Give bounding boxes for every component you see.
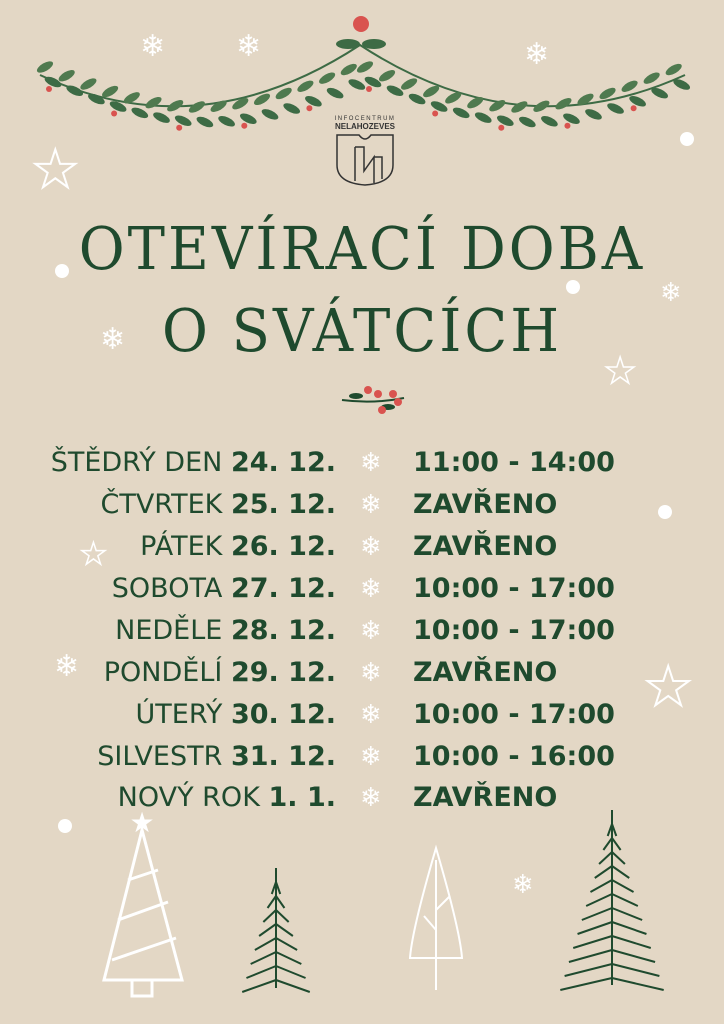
- date: 25. 12.: [230, 489, 336, 520]
- tree-star-icon: ★: [129, 806, 154, 839]
- opening-hours: ZAVŘENO: [413, 531, 558, 562]
- date: 24. 12.: [230, 447, 336, 478]
- star-icon: ★: [603, 351, 637, 392]
- berry-sprig-icon: [341, 386, 405, 414]
- day-label: ÚTERÝ 30. 12.: [136, 695, 337, 735]
- snowflake-icon: ❄: [660, 278, 682, 308]
- schedule-row: NOVÝ ROK 1. 1. ❄ ZAVŘENO: [0, 778, 724, 818]
- opening-hours: 11:00 - 14:00: [413, 447, 615, 478]
- snowflake-icon: ❄: [236, 29, 262, 64]
- schedule-row: SILVESTR 31. 12. ❄ 10:00 - 16:00: [0, 737, 724, 777]
- date: 26. 12.: [230, 531, 336, 562]
- schedule-row: NEDĚLE 28. 12. ❄ 10:00 - 17:00: [0, 611, 724, 651]
- schedule-row: ŠTĚDRÝ DEN 24. 12. ❄ 11:00 - 14:00: [0, 443, 724, 483]
- day-label: PÁTEK 26. 12.: [140, 527, 336, 567]
- title-line-1: OTEVÍRACÍ DOBA: [78, 215, 646, 284]
- day-name: PÁTEK: [140, 531, 223, 562]
- opening-hours: 10:00 - 17:00: [413, 615, 615, 646]
- day-name: PONDĚLÍ: [103, 657, 223, 688]
- snowflake-icon: ❄: [524, 37, 550, 72]
- snowflake-icon: ❄: [360, 490, 382, 520]
- schedule-row: PÁTEK 26. 12. ❄ ZAVŘENO: [0, 527, 724, 567]
- opening-hours: 10:00 - 16:00: [413, 741, 615, 772]
- date: 1. 1.: [268, 782, 337, 813]
- snowflake-icon: ❄: [100, 322, 126, 357]
- day-name: ČTVRTEK: [100, 489, 223, 520]
- opening-hours: ZAVŘENO: [413, 489, 558, 520]
- logo-shield-icon: [336, 134, 394, 186]
- snowflake-icon: ❄: [360, 700, 382, 730]
- snowflake-icon: ❄: [512, 870, 534, 900]
- snowflake-icon: ❄: [360, 616, 382, 646]
- pine-tree-icon: [241, 868, 311, 993]
- opening-hours: ZAVŘENO: [413, 782, 558, 813]
- date: 30. 12.: [230, 699, 336, 730]
- day-name: NEDĚLE: [115, 615, 223, 646]
- garland-decoration: [36, 16, 691, 131]
- date: 28. 12.: [230, 615, 336, 646]
- day-label: ŠTĚDRÝ DEN 24. 12.: [51, 443, 336, 483]
- day-label: SOBOTA 27. 12.: [112, 569, 336, 609]
- large-pine-tree-icon: [560, 810, 664, 991]
- snowflake-icon: ❄: [360, 658, 382, 688]
- title-line-2: O SVÁTCÍCH: [161, 297, 563, 366]
- date: 27. 12.: [230, 573, 336, 604]
- minimal-tree-icon: [408, 844, 464, 990]
- christmas-trees-decoration: ★: [102, 806, 664, 998]
- day-name: SILVESTR: [97, 741, 223, 772]
- day-name: NOVÝ ROK: [117, 782, 260, 813]
- date: 29. 12.: [230, 657, 336, 688]
- logo: INFOCENTRUM NELAHOZEVES: [322, 116, 408, 191]
- snowflake-icon: ❄: [360, 742, 382, 772]
- opening-hours: ZAVŘENO: [413, 657, 558, 688]
- day-label: SILVESTR 31. 12.: [97, 737, 336, 777]
- snowflake-icon: ❄: [360, 532, 382, 562]
- star-icon: ★: [643, 655, 693, 718]
- snowflake-icon: ❄: [54, 649, 80, 684]
- snowflake-icon: ❄: [140, 29, 166, 64]
- day-label: NOVÝ ROK 1. 1.: [118, 778, 336, 818]
- date: 31. 12.: [230, 741, 336, 772]
- day-name: SOBOTA: [111, 573, 223, 604]
- schedule-row: PONDĚLÍ 29. 12. ❄ ZAVŘENO: [0, 653, 724, 693]
- opening-hours: 10:00 - 17:00: [413, 699, 615, 730]
- snowflake-icon: ❄: [360, 448, 382, 478]
- snowflake-icon: ❄: [360, 574, 382, 604]
- snowflake-icon: ❄: [360, 783, 382, 813]
- decorated-tree-icon: [102, 824, 184, 998]
- schedule-row: ÚTERÝ 30. 12. ❄ 10:00 - 17:00: [0, 695, 724, 735]
- day-label: PONDĚLÍ 29. 12.: [104, 653, 336, 693]
- star-icon: ★: [31, 140, 80, 200]
- day-name: ŠTĚDRÝ DEN: [50, 447, 223, 478]
- star-icon: ★: [79, 537, 107, 572]
- day-label: NEDĚLE 28. 12.: [115, 611, 336, 651]
- opening-hours: 10:00 - 17:00: [413, 573, 615, 604]
- schedule-row: SOBOTA 27. 12. ❄ 10:00 - 17:00: [0, 569, 724, 609]
- schedule-row: ČTVRTEK 25. 12. ❄ ZAVŘENO: [0, 485, 724, 525]
- day-name: ÚTERÝ: [135, 699, 223, 730]
- day-label: ČTVRTEK 25. 12.: [100, 485, 336, 525]
